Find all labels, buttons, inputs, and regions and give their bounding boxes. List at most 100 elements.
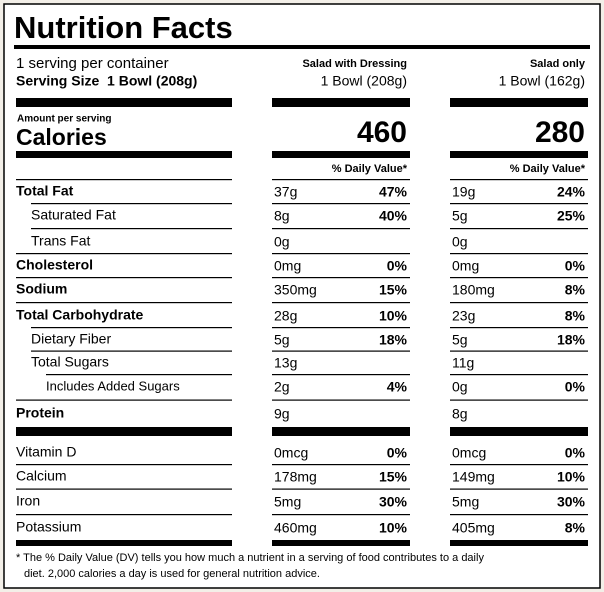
thin-rule xyxy=(450,488,588,490)
nutrient-label: Vitamin D xyxy=(16,444,76,460)
amount: 11g xyxy=(452,355,474,371)
daily-value: 30% xyxy=(557,494,586,510)
thin-rule xyxy=(46,374,232,376)
thin-rule xyxy=(31,203,232,205)
thick-rule xyxy=(272,540,410,546)
nutrient-label: Dietary Fiber xyxy=(31,331,111,347)
calories-value: 460 xyxy=(357,116,407,149)
nutrient-label: Total Fat xyxy=(16,183,74,199)
thin-rule xyxy=(450,514,588,516)
dv-header: % Daily Value* xyxy=(510,163,586,175)
thin-rule xyxy=(272,302,410,304)
nutrient-label: Cholesterol xyxy=(16,257,93,273)
thin-rule xyxy=(450,327,588,329)
daily-value: 10% xyxy=(379,308,408,324)
nutrient-label: Iron xyxy=(16,493,40,509)
daily-value: 30% xyxy=(379,494,408,510)
nutrient-label: Potassium xyxy=(16,519,81,535)
amount: 5mg xyxy=(274,494,301,510)
amount: 178mg xyxy=(274,469,317,485)
amount: 460mg xyxy=(274,520,317,536)
amount: 5g xyxy=(452,208,468,224)
thick-rule xyxy=(450,98,588,107)
amount: 405mg xyxy=(452,520,495,536)
thick-rule xyxy=(16,540,232,546)
amount: 0g xyxy=(452,234,468,250)
thin-rule xyxy=(450,399,588,401)
daily-value: 15% xyxy=(379,469,408,485)
thin-rule xyxy=(450,277,588,279)
thin-rule xyxy=(16,399,232,401)
thin-rule xyxy=(16,277,232,279)
thick-rule xyxy=(16,151,232,158)
nutrient-label: Calcium xyxy=(16,468,67,484)
thin-rule xyxy=(16,514,232,516)
thick-rule xyxy=(272,98,410,107)
amount: 13g xyxy=(274,355,297,371)
amount: 180mg xyxy=(452,282,495,298)
thin-rule xyxy=(450,179,588,181)
nutrient-label: Total Sugars xyxy=(31,354,109,370)
amount: 0mg xyxy=(274,258,301,274)
amount: 8g xyxy=(452,406,468,422)
amount: 28g xyxy=(274,308,297,324)
thick-rule xyxy=(450,427,588,436)
thin-rule xyxy=(31,350,232,352)
daily-value: 8% xyxy=(565,282,586,298)
amount: 2g xyxy=(274,379,290,395)
thin-rule xyxy=(272,253,410,255)
amount: 0g xyxy=(452,379,468,395)
footnote: diet. 2,000 calories a day is used for g… xyxy=(24,568,320,580)
nutrient-label: Saturated Fat xyxy=(31,207,116,223)
amount: 37g xyxy=(274,184,297,200)
thin-rule xyxy=(272,350,410,352)
thin-rule xyxy=(272,179,410,181)
thin-rule xyxy=(272,464,410,466)
daily-value: 25% xyxy=(557,208,586,224)
thin-rule xyxy=(16,464,232,466)
amount: 0mcg xyxy=(274,445,308,461)
amount: 23g xyxy=(452,308,475,324)
rule xyxy=(14,45,590,49)
daily-value: 18% xyxy=(557,332,586,348)
amount: 19g xyxy=(452,184,475,200)
amount: 5mg xyxy=(452,494,479,510)
daily-value: 24% xyxy=(557,184,586,200)
amount: 5g xyxy=(452,332,468,348)
column-size: 1 Bowl (162g) xyxy=(499,73,585,89)
servings: 1 serving per container xyxy=(16,55,169,72)
column-name: Salad only xyxy=(530,58,586,70)
column-name: Salad with Dressing xyxy=(302,58,407,70)
thin-rule xyxy=(16,253,232,255)
thin-rule xyxy=(31,228,232,230)
thin-rule xyxy=(272,203,410,205)
amount: 350mg xyxy=(274,282,317,298)
footnote: * The % Daily Value (DV) tells you how m… xyxy=(16,552,484,564)
title: Nutrition Facts xyxy=(14,10,233,45)
thick-rule xyxy=(16,427,232,436)
amount: 5g xyxy=(274,332,290,348)
serving-size: Serving Size 1 Bowl (208g) xyxy=(16,73,197,89)
daily-value: 0% xyxy=(565,258,586,274)
dv-header: % Daily Value* xyxy=(332,163,408,175)
thin-rule xyxy=(16,179,232,181)
thin-rule xyxy=(450,302,588,304)
daily-value: 18% xyxy=(379,332,408,348)
thick-rule xyxy=(272,427,410,436)
thin-rule xyxy=(272,514,410,516)
calories-label: Calories xyxy=(16,124,107,150)
thin-rule xyxy=(450,374,588,376)
thin-rule xyxy=(31,327,232,329)
daily-value: 0% xyxy=(387,258,408,274)
amount: 8g xyxy=(274,208,290,224)
daily-value: 8% xyxy=(565,308,586,324)
amount: 0g xyxy=(274,234,290,250)
column-size: 1 Bowl (208g) xyxy=(321,73,407,89)
thin-rule xyxy=(450,464,588,466)
amount: 0mcg xyxy=(452,445,486,461)
nutrient-label: Trans Fat xyxy=(31,233,90,249)
thin-rule xyxy=(272,228,410,230)
thick-rule xyxy=(450,540,588,546)
